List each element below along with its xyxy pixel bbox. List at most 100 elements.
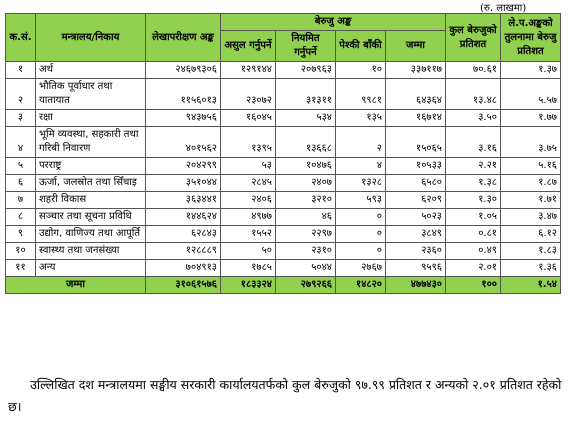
cell: १३९५: [220, 126, 276, 158]
cell: ७०.६१: [445, 61, 501, 79]
cell: २८४५: [220, 174, 276, 192]
header: जम्मा: [385, 30, 446, 62]
cell: १.०५: [445, 208, 501, 226]
header: कुल बेरुजुको प्रतिशत: [445, 13, 501, 62]
row: ७ शहरी विकास ३६३४४१ २४०६ ३२१० ५९३ ६२०९ १.३० १.७१: [5, 191, 561, 209]
cell: ०: [335, 208, 386, 226]
cell: उद्योग, वाणिज्य तथा आपूर्ति: [35, 225, 146, 243]
cell: अन्य: [35, 259, 146, 277]
cell: ३५१०४४: [145, 174, 221, 192]
header: मन्त्रालय/निकाय: [35, 13, 146, 62]
row: ५ परराष्ट्र २०४२९९ ५३ १०४७६ ४ १०५३३ २.२१ ५.१६: [5, 157, 561, 175]
unit-note: (रु. लाखमा): [480, 3, 527, 14]
cell: ४: [335, 157, 386, 175]
cell: १०५३३: [385, 157, 446, 175]
cell: सञ्चार तथा सूचना प्रविधि: [35, 208, 146, 226]
cell: ४०१५६२: [145, 126, 221, 158]
cell: २७९२६६: [275, 276, 336, 294]
cell: ६२०९: [385, 191, 446, 209]
cell: ३८४९: [385, 225, 446, 243]
cell: ६: [5, 174, 36, 192]
cell: १०: [5, 242, 36, 260]
cell: १.८३: [500, 242, 561, 260]
cell: ३२१०: [275, 191, 336, 209]
cell: १३५: [335, 109, 386, 127]
cell: २.०१: [445, 259, 501, 277]
cell: १४४६२४: [145, 208, 221, 226]
cell: ५.५७: [500, 78, 561, 110]
cell: ४: [5, 126, 36, 158]
header: पेश्की बाँकी: [335, 30, 386, 62]
cell: २.२१: [445, 157, 501, 175]
cell: ६२८४३: [145, 225, 221, 243]
cell: ३: [5, 109, 36, 127]
cell: ९५९६: [385, 259, 446, 277]
row: ३ रक्षा ९४३७५६ १६०४५ ५३४ १३५ १६७१४ ३.५० १.७७: [5, 109, 561, 127]
cell: ५.१६: [500, 157, 561, 175]
cell: ३.१६: [445, 126, 501, 158]
cell: १३.४८: [445, 78, 501, 110]
cell: १६०४५: [220, 109, 276, 127]
beruju-table: क.सं. मन्त्रालय/निकाय लेखापरीक्षण अङ्क ब…: [5, 13, 561, 294]
cell: ६५८०: [385, 174, 446, 192]
cell: ३.७५: [500, 126, 561, 158]
cell: ४९७७: [220, 208, 276, 226]
cell: जम्मा: [5, 276, 146, 294]
cell: ३१३११: [275, 78, 336, 110]
cell: ५: [5, 157, 36, 175]
header: असुल गर्नुपर्ने: [220, 30, 276, 62]
cell: २: [5, 78, 36, 110]
cell: ५०: [220, 242, 276, 260]
cell: १.८७: [500, 174, 561, 192]
cell: अर्थ: [35, 61, 146, 79]
cell: २: [335, 126, 386, 158]
cell: ०.८१: [445, 225, 501, 243]
cell: २७६७: [335, 259, 386, 277]
cell: ९४३७५६: [145, 109, 221, 127]
cell: ३३७११७: [385, 61, 446, 79]
cell: परराष्ट्र: [35, 157, 146, 175]
cell: १००: [445, 276, 501, 294]
cell: ५०२३: [385, 208, 446, 226]
cell: २०७९६३: [275, 61, 336, 79]
cell: ७०४९१३: [145, 259, 221, 277]
header: ले.प.अङ्कको तुलनामा बेरुजु प्रतिशत: [500, 13, 561, 62]
cell: ३.४७: [500, 208, 561, 226]
cell: ७: [5, 191, 36, 209]
cell: १०: [335, 61, 386, 79]
cell: १.३६: [500, 259, 561, 277]
cell: ४७७४३०: [385, 276, 446, 294]
row: ४ भूमि व्यवस्था, सहकारी तथा गरिबी निवारण ४…: [5, 126, 561, 158]
cell: १४८२०: [335, 276, 386, 294]
cell: रक्षा: [35, 109, 146, 127]
cell: २३१०: [275, 242, 336, 260]
cell: १६७१४: [385, 109, 446, 127]
cell: २३०७२: [220, 78, 276, 110]
cell: ३६३४४१: [145, 191, 221, 209]
table-body: १ अर्थ २४६७९३०६ १२९१४४ २०७९६३ १० ३३७११७ ७०.६१ १.…: [5, 61, 561, 294]
cell: २४०६: [220, 191, 276, 209]
cell: ऊर्जा, जलस्रोत तथा सिँचाइ: [35, 174, 146, 192]
header: नियमित गर्नुपर्ने: [275, 30, 336, 62]
cell: १.७७: [500, 109, 561, 127]
cell: १.३७: [500, 61, 561, 79]
cell: ११५६०१३: [145, 78, 221, 110]
cell: ६.१२: [500, 225, 561, 243]
cell: ०: [335, 242, 386, 260]
cell: ४६: [275, 208, 336, 226]
cell: ३१०६१५७६: [145, 276, 221, 294]
cell: १७८५: [220, 259, 276, 277]
cell: २०४२९९: [145, 157, 221, 175]
row: ९ उद्योग, वाणिज्य तथा आपूर्ति ६२८४३ १५५२ २२९…: [5, 225, 561, 243]
cell: १३६६८: [275, 126, 336, 158]
cell: शहरी विकास: [35, 191, 146, 209]
cell: २४०७: [275, 174, 336, 192]
cell: ९९८१: [335, 78, 386, 110]
header: बेरुजु अङ्क: [220, 13, 446, 31]
cell: भौतिक पूर्वाधार तथा यातायात: [35, 78, 146, 110]
row: १ अर्थ २४६७९३०६ १२९१४४ २०७९६३ १० ३३७११७ ७०.६१ १.…: [5, 61, 561, 79]
cell: ६४३६४: [385, 78, 446, 110]
cell: २२९७: [275, 225, 336, 243]
cell: १५०६५: [385, 126, 446, 158]
cell: स्वास्थ्य तथा जनसंख्या: [35, 242, 146, 260]
